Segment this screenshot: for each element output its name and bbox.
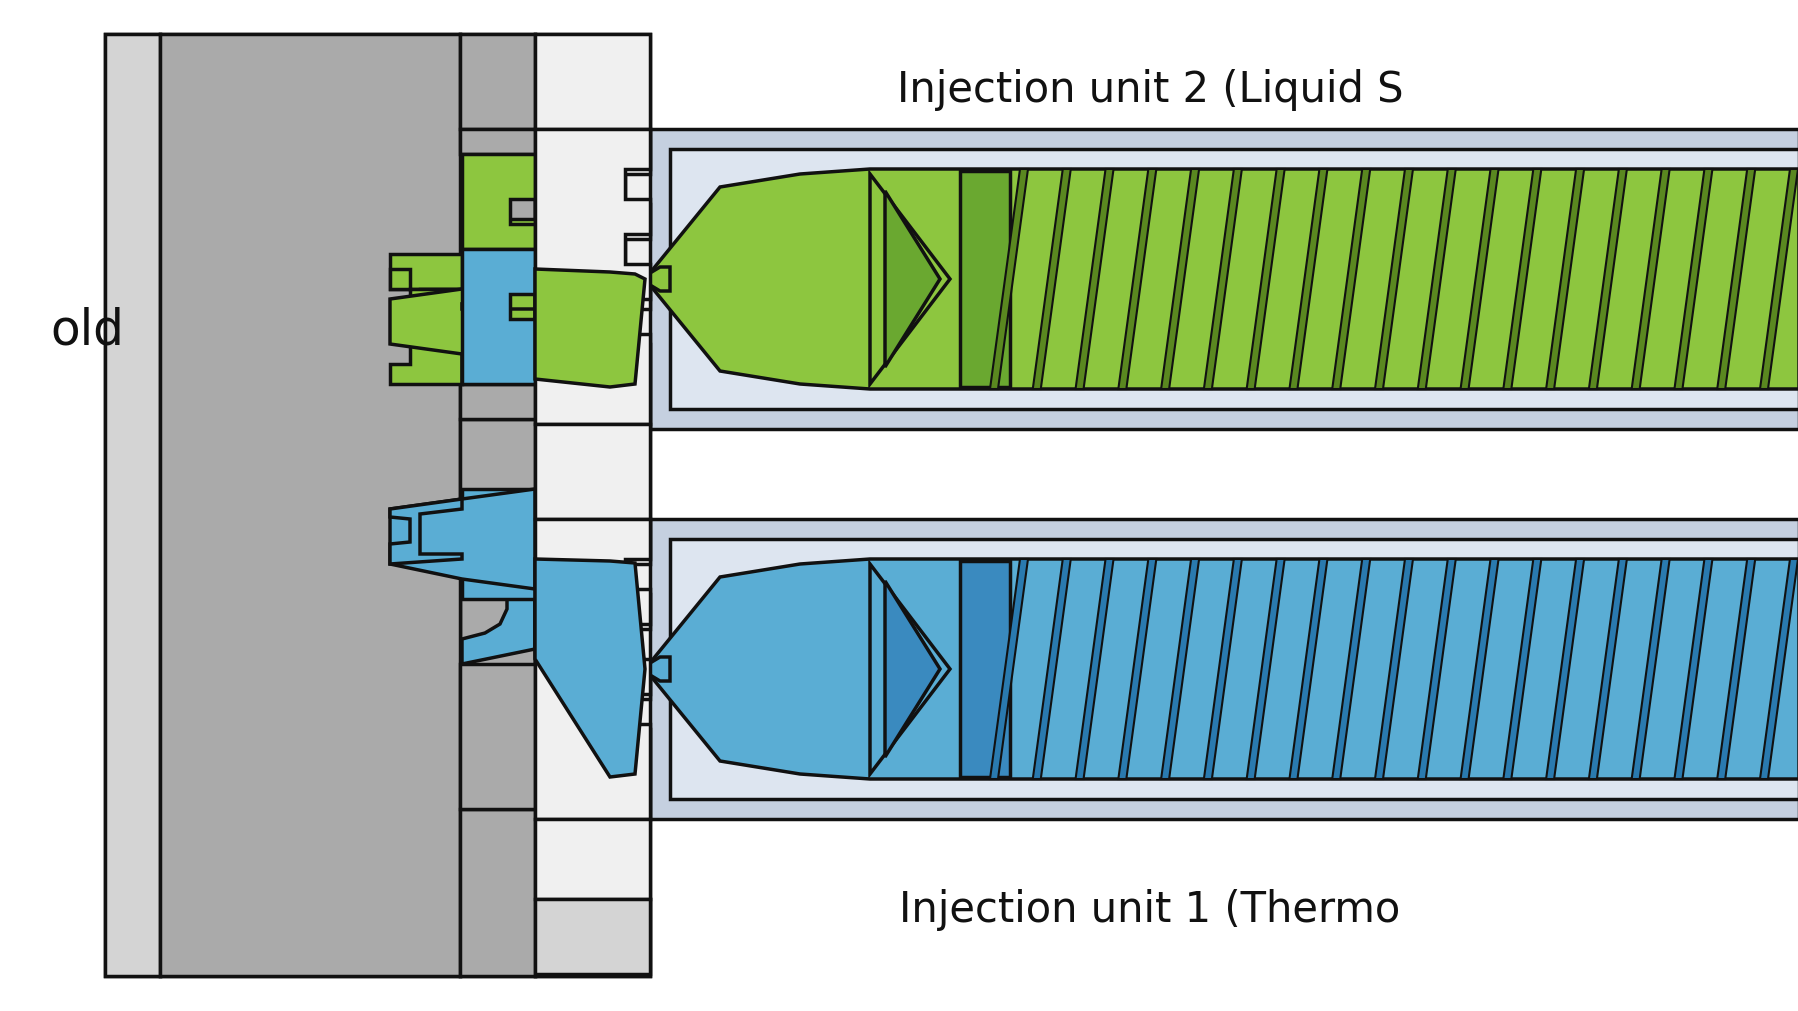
Polygon shape bbox=[1203, 559, 1241, 779]
Polygon shape bbox=[534, 520, 649, 819]
Polygon shape bbox=[1503, 559, 1541, 779]
Polygon shape bbox=[460, 384, 534, 420]
Polygon shape bbox=[390, 499, 462, 564]
Polygon shape bbox=[960, 172, 1009, 387]
Polygon shape bbox=[460, 664, 534, 809]
Polygon shape bbox=[534, 899, 649, 976]
Polygon shape bbox=[1032, 170, 1070, 389]
Polygon shape bbox=[462, 250, 534, 350]
Polygon shape bbox=[1246, 559, 1284, 779]
Polygon shape bbox=[1374, 170, 1411, 389]
Polygon shape bbox=[534, 819, 649, 899]
Polygon shape bbox=[1758, 559, 1796, 779]
Polygon shape bbox=[645, 170, 1798, 389]
Polygon shape bbox=[390, 270, 462, 384]
Polygon shape bbox=[104, 35, 160, 976]
Polygon shape bbox=[1503, 170, 1541, 389]
Polygon shape bbox=[1717, 170, 1755, 389]
Polygon shape bbox=[645, 520, 1798, 819]
Polygon shape bbox=[1032, 559, 1070, 779]
Polygon shape bbox=[1460, 170, 1498, 389]
Polygon shape bbox=[1332, 559, 1370, 779]
Polygon shape bbox=[870, 175, 949, 384]
Polygon shape bbox=[1289, 170, 1327, 389]
Polygon shape bbox=[885, 192, 940, 368]
Polygon shape bbox=[645, 657, 669, 681]
Polygon shape bbox=[462, 250, 534, 384]
Polygon shape bbox=[1417, 559, 1455, 779]
Polygon shape bbox=[462, 489, 534, 600]
Polygon shape bbox=[1460, 559, 1498, 779]
Polygon shape bbox=[534, 35, 649, 129]
Polygon shape bbox=[870, 564, 949, 774]
Polygon shape bbox=[534, 268, 645, 387]
Polygon shape bbox=[534, 520, 649, 819]
Polygon shape bbox=[379, 250, 462, 384]
Polygon shape bbox=[534, 270, 645, 387]
Polygon shape bbox=[460, 35, 534, 129]
Polygon shape bbox=[1289, 559, 1327, 779]
Polygon shape bbox=[1160, 559, 1199, 779]
Polygon shape bbox=[460, 809, 534, 976]
Polygon shape bbox=[460, 129, 534, 155]
Polygon shape bbox=[1544, 559, 1584, 779]
Polygon shape bbox=[534, 129, 649, 425]
Polygon shape bbox=[462, 255, 534, 382]
Polygon shape bbox=[669, 150, 1798, 409]
Polygon shape bbox=[160, 35, 460, 976]
Polygon shape bbox=[534, 899, 649, 974]
Polygon shape bbox=[1160, 170, 1199, 389]
Polygon shape bbox=[645, 559, 1798, 779]
Polygon shape bbox=[1118, 559, 1156, 779]
Polygon shape bbox=[1631, 559, 1669, 779]
Polygon shape bbox=[1203, 170, 1241, 389]
Polygon shape bbox=[534, 425, 649, 520]
Polygon shape bbox=[1674, 170, 1712, 389]
Polygon shape bbox=[460, 35, 534, 976]
Polygon shape bbox=[960, 561, 1009, 777]
Polygon shape bbox=[989, 559, 1027, 779]
Polygon shape bbox=[1544, 170, 1584, 389]
Polygon shape bbox=[460, 420, 534, 520]
Polygon shape bbox=[1717, 559, 1755, 779]
Polygon shape bbox=[1332, 170, 1370, 389]
Polygon shape bbox=[1374, 559, 1411, 779]
Polygon shape bbox=[669, 540, 1798, 800]
Polygon shape bbox=[534, 554, 645, 777]
Polygon shape bbox=[1075, 559, 1113, 779]
Polygon shape bbox=[645, 129, 1798, 430]
Text: Injection unit 1 (Thermo: Injection unit 1 (Thermo bbox=[899, 888, 1401, 930]
Polygon shape bbox=[1588, 559, 1625, 779]
Polygon shape bbox=[1588, 170, 1625, 389]
Polygon shape bbox=[885, 581, 940, 757]
Polygon shape bbox=[390, 255, 462, 290]
Polygon shape bbox=[462, 155, 534, 250]
Text: old: old bbox=[50, 305, 124, 354]
Polygon shape bbox=[160, 35, 460, 976]
Text: Injection unit 2 (Liquid S: Injection unit 2 (Liquid S bbox=[895, 69, 1402, 111]
Polygon shape bbox=[104, 35, 160, 976]
Polygon shape bbox=[534, 559, 645, 777]
Polygon shape bbox=[390, 275, 534, 365]
Polygon shape bbox=[462, 540, 534, 664]
Polygon shape bbox=[1118, 170, 1156, 389]
Polygon shape bbox=[460, 520, 534, 540]
Polygon shape bbox=[1674, 559, 1712, 779]
Polygon shape bbox=[534, 35, 649, 976]
Polygon shape bbox=[989, 170, 1027, 389]
Polygon shape bbox=[1075, 170, 1113, 389]
Polygon shape bbox=[462, 155, 534, 250]
Polygon shape bbox=[1758, 170, 1796, 389]
Polygon shape bbox=[379, 479, 462, 600]
Polygon shape bbox=[419, 290, 462, 309]
Polygon shape bbox=[390, 489, 534, 589]
Polygon shape bbox=[1631, 170, 1669, 389]
Polygon shape bbox=[534, 129, 649, 430]
Polygon shape bbox=[462, 304, 534, 384]
Polygon shape bbox=[645, 268, 669, 292]
Polygon shape bbox=[1246, 170, 1284, 389]
Polygon shape bbox=[1417, 170, 1455, 389]
